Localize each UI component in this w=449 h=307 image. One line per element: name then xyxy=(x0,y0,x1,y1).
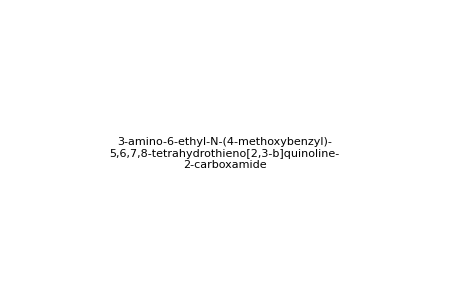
Text: 3-amino-6-ethyl-N-(4-methoxybenzyl)-
5,6,7,8-tetrahydrothieno[2,3-b]quinoline-
2: 3-amino-6-ethyl-N-(4-methoxybenzyl)- 5,6… xyxy=(110,137,339,170)
